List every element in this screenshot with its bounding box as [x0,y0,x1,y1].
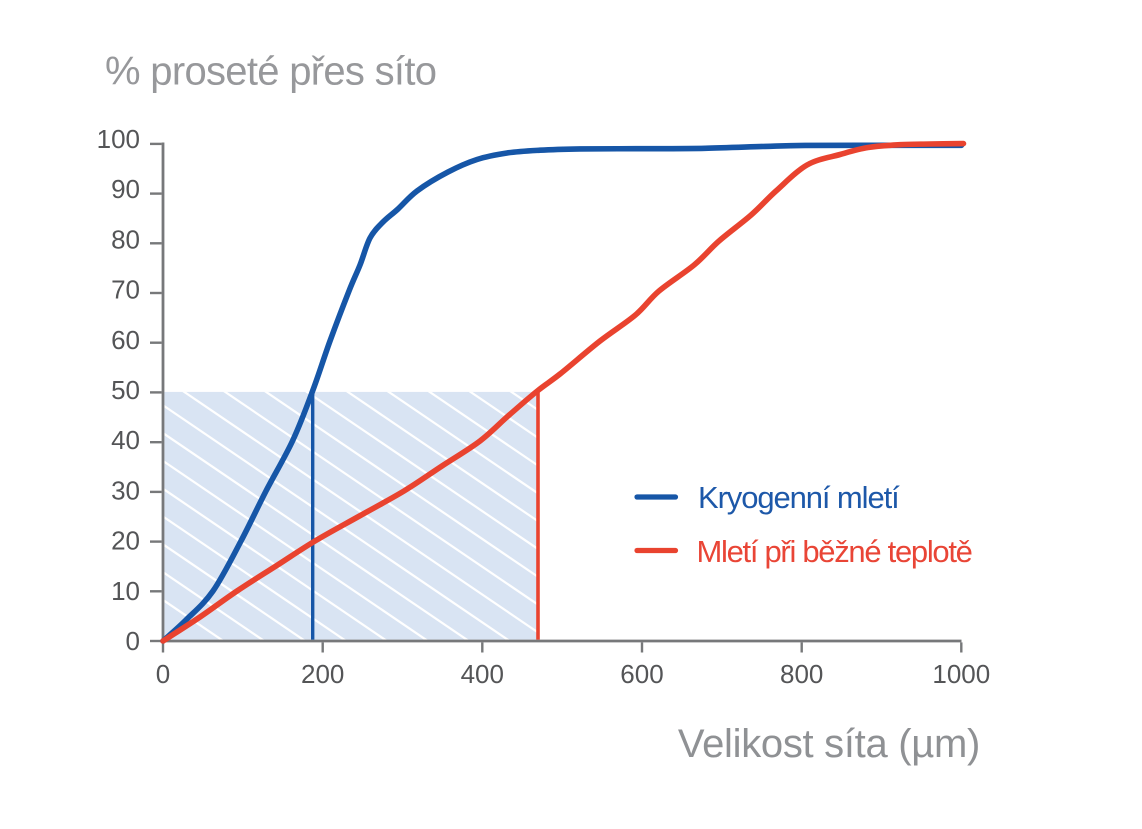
svg-text:600: 600 [620,659,663,689]
svg-text:70: 70 [111,275,140,305]
svg-text:200: 200 [301,659,344,689]
svg-text:100: 100 [97,124,140,154]
svg-text:20: 20 [111,526,140,556]
svg-text:10: 10 [111,576,140,606]
svg-text:90: 90 [111,174,140,204]
svg-text:80: 80 [111,224,140,254]
svg-text:40: 40 [111,425,140,455]
svg-text:Mletí při běžné teplotě: Mletí při běžné teplotě [697,534,972,569]
svg-text:Velikost síta (µm): Velikost síta (µm) [678,722,980,766]
svg-text:800: 800 [780,659,823,689]
svg-text:30: 30 [111,475,140,505]
svg-text:0: 0 [156,659,170,689]
svg-text:1000: 1000 [932,659,990,689]
svg-text:Kryogenní mletí: Kryogenní mletí [698,480,900,515]
svg-text:0: 0 [126,626,140,656]
svg-text:50: 50 [111,375,140,405]
svg-text:400: 400 [461,659,504,689]
svg-text:60: 60 [111,325,140,355]
svg-text:% proseté přes síto: % proseté přes síto [105,50,436,94]
